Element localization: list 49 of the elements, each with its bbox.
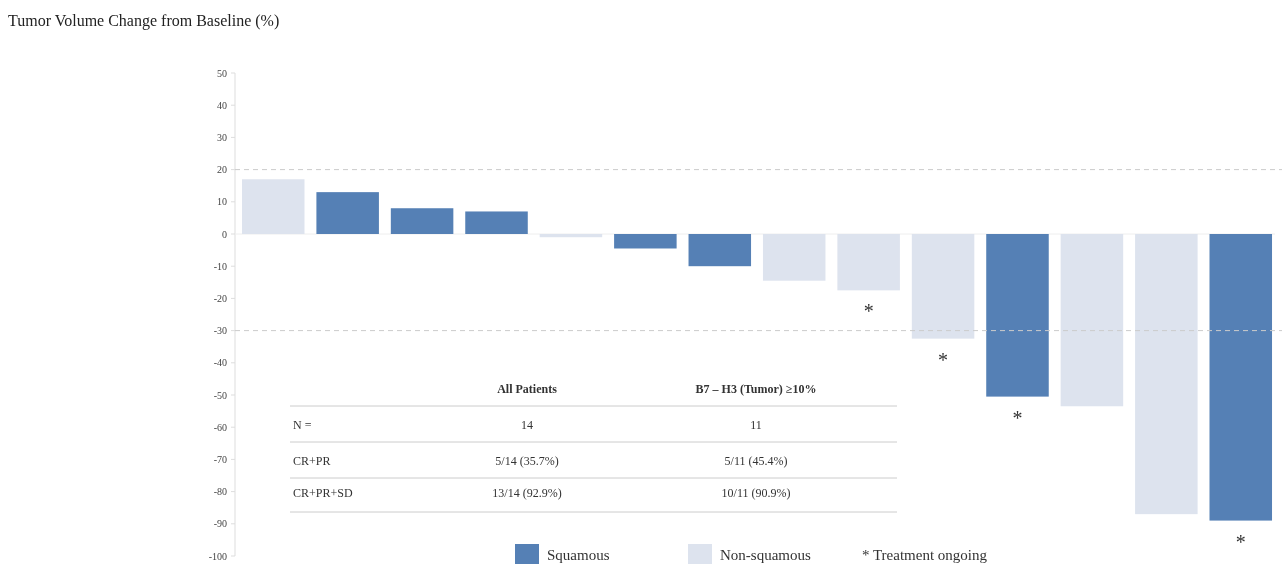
bar (316, 192, 379, 234)
y-tick-label: -10 (213, 260, 227, 272)
data-label: * (863, 300, 874, 323)
y-tick-label: -60 (213, 421, 227, 433)
annotation: B7 – H3 (Tumor) ≥10% (695, 382, 817, 396)
annotation: All Patients (497, 382, 558, 396)
y-tick-label: 10 (217, 196, 227, 208)
annotation: 14 (521, 418, 533, 432)
chart-title: Tumor Volume Change from Baseline (%) (8, 12, 280, 30)
y-tick-label: 0 (222, 228, 227, 240)
bar (614, 234, 677, 249)
legend-label: Non-squamous (720, 547, 811, 563)
legend-label: Squamous (547, 547, 610, 563)
annotation: 11 (750, 418, 762, 432)
y-tick-label: -90 (213, 518, 227, 530)
y-tick-label: -80 (213, 486, 227, 498)
annotation: 5/11 (45.4%) (724, 454, 788, 468)
bar (241, 179, 305, 234)
data-label: * (938, 348, 949, 371)
data-label: * (1235, 530, 1246, 553)
bar (1135, 234, 1198, 515)
bar (1060, 234, 1124, 407)
annotation: * Treatment ongoing (862, 547, 988, 563)
bar (390, 208, 454, 234)
y-tick-label: 20 (217, 164, 227, 176)
bar (539, 234, 603, 238)
y-tick-label: 50 (217, 67, 227, 79)
y-tick-label: -30 (213, 325, 227, 337)
annotation: CR+PR (293, 454, 331, 468)
y-tick-label: 40 (217, 99, 227, 111)
annotation: 13/14 (92.9%) (492, 486, 562, 500)
y-tick-label: -20 (213, 292, 227, 304)
bar (911, 234, 975, 339)
bar (837, 234, 900, 291)
bar (465, 211, 528, 234)
annotation: 10/11 (90.9%) (721, 486, 791, 500)
y-tick-label: -50 (213, 389, 227, 401)
y-tick-label: -40 (213, 357, 227, 369)
y-tick-label: -100 (208, 550, 227, 562)
bar (986, 234, 1049, 397)
annotation: 5/14 (35.7%) (495, 454, 559, 468)
annotation: N = (293, 418, 312, 432)
bar (688, 234, 752, 267)
data-label: * (1012, 406, 1023, 429)
y-tick-label: -70 (213, 453, 227, 465)
bar (1209, 234, 1273, 521)
bar (762, 234, 826, 281)
annotation: CR+PR+SD (293, 486, 353, 500)
y-tick-label: 30 (217, 131, 227, 143)
